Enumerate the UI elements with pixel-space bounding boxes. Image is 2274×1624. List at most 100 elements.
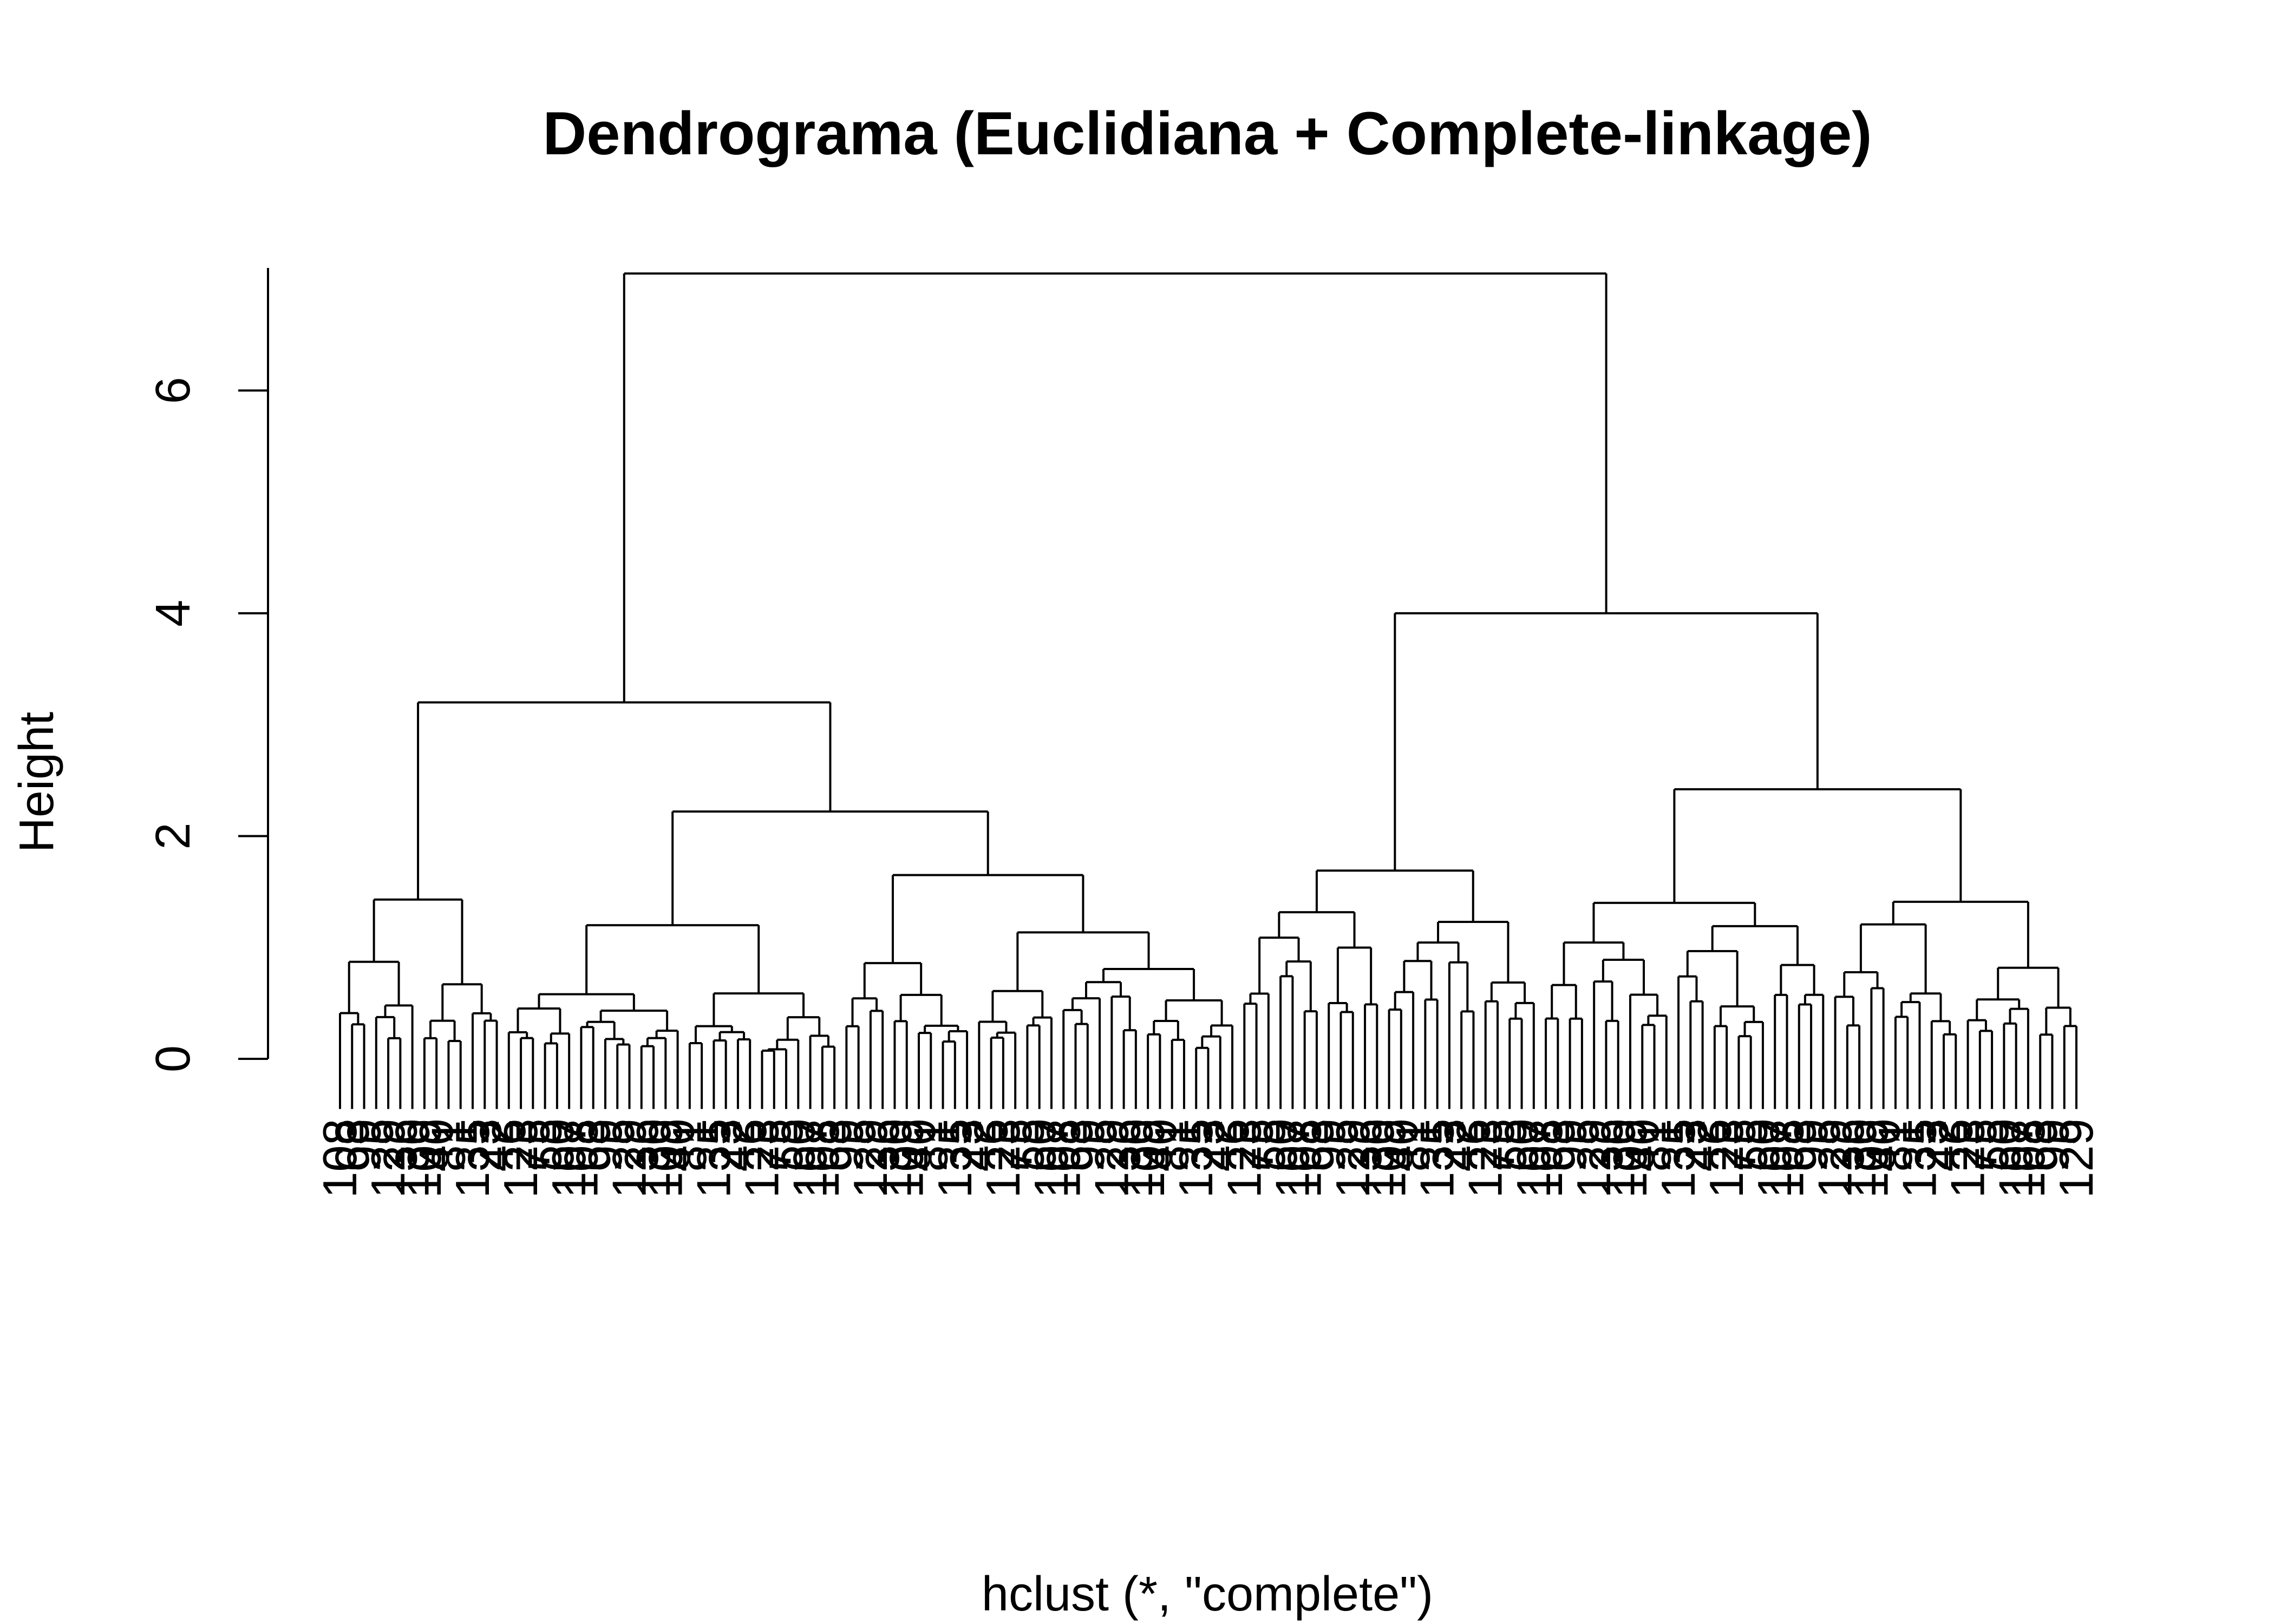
- leaf-label: 99: [1543, 1119, 1597, 1172]
- leaf-label: 108: [554, 1119, 607, 1199]
- leaf-label: 1: [916, 1119, 970, 1145]
- leaf-label: 63: [566, 1119, 620, 1172]
- leaf-label: 23: [1181, 1119, 1235, 1172]
- leaf-label: 42: [1193, 1119, 1247, 1172]
- leaf-label: 135: [687, 1119, 740, 1199]
- y-tick-label: 0: [146, 1045, 200, 1072]
- leaf-label: 81: [1628, 1119, 1681, 1172]
- leaf-label: 81: [663, 1119, 716, 1172]
- leaf-label: 42: [952, 1119, 1005, 1172]
- leaf-label: 81: [904, 1119, 957, 1172]
- leaf-label: 109: [880, 1119, 933, 1199]
- leaf-label: 108: [313, 1119, 367, 1199]
- leaf-label: 36: [1820, 1119, 1874, 1172]
- leaf-label: 5: [590, 1119, 644, 1145]
- leaf-label: 129: [1326, 1119, 1380, 1199]
- leaf-label: 6: [482, 1119, 535, 1145]
- leaf-label: 107: [1265, 1119, 1319, 1199]
- leaf-label: 1: [1398, 1119, 1452, 1145]
- leaf-label: 108: [1519, 1119, 1572, 1199]
- leaf-label: 108: [795, 1119, 849, 1199]
- leaf-label: 6: [964, 1119, 1018, 1145]
- leaf-label: 130: [626, 1119, 680, 1199]
- leaf-label: 130: [867, 1119, 921, 1199]
- leaf-label: 107: [1507, 1119, 1560, 1199]
- leaf-label: 123: [976, 1119, 1030, 1199]
- leaf-label: 135: [1651, 1119, 1705, 1199]
- leaf-label: 75: [988, 1119, 1042, 1172]
- leaf-label: 75: [1230, 1119, 1283, 1172]
- leaf-label: 5: [349, 1119, 403, 1145]
- y-tick-label: 6: [146, 377, 200, 404]
- leaf-label: 109: [1844, 1119, 1898, 1199]
- leaf-label: 75: [506, 1119, 559, 1172]
- leaf-label: 108: [1278, 1119, 1331, 1199]
- leaf-label: 130: [1832, 1119, 1886, 1199]
- leaf-label: 36: [615, 1119, 668, 1172]
- leaf-label: 5: [1073, 1119, 1126, 1145]
- leaf-label: 129: [2049, 1119, 2103, 1199]
- leaf-label: 123: [1700, 1119, 1753, 1199]
- leaf-label: 42: [1917, 1119, 1970, 1172]
- leaf-label: 23: [699, 1119, 753, 1172]
- leaf-label: 108: [2001, 1119, 2055, 1199]
- leaf-label: 36: [373, 1119, 427, 1172]
- leaf-label: 109: [1603, 1119, 1657, 1199]
- leaf-label: 135: [1169, 1119, 1223, 1199]
- leaf-label: 109: [1362, 1119, 1416, 1199]
- leaf-label: 129: [1084, 1119, 1138, 1199]
- leaf-label: 129: [603, 1119, 656, 1199]
- y-axis-label: Height: [10, 712, 64, 853]
- leaf-label: 6: [1446, 1119, 1500, 1145]
- leaf-label: 123: [1459, 1119, 1512, 1199]
- leaf-label: 63: [807, 1119, 861, 1172]
- leaf-label: 107: [783, 1119, 837, 1199]
- leaf-label: 36: [1338, 1119, 1391, 1172]
- leaf-label: 60: [1012, 1119, 1066, 1172]
- chart-title: Dendrograma (Euclidiana + Complete-linka…: [543, 100, 1872, 167]
- leaf-label: 123: [494, 1119, 547, 1199]
- dendrogram-leaves: 1086399512936130109408111352342612375556…: [313, 1119, 2103, 1199]
- leaf-label: 63: [1772, 1119, 1826, 1172]
- leaf-label: 107: [1989, 1119, 2043, 1199]
- leaf-label: 75: [1953, 1119, 2007, 1172]
- leaf-label: 129: [844, 1119, 897, 1199]
- leaf-label: 99: [578, 1119, 632, 1172]
- leaf-label: 23: [1905, 1119, 1958, 1172]
- leaf-label: 129: [1808, 1119, 1862, 1199]
- leaf-label: 75: [1711, 1119, 1765, 1172]
- leaf-label: 81: [1386, 1119, 1440, 1172]
- leaf-label: 60: [1495, 1119, 1548, 1172]
- leaf-label: 109: [638, 1119, 692, 1199]
- leaf-label: 60: [1253, 1119, 1307, 1172]
- leaf-label: 81: [1145, 1119, 1199, 1172]
- leaf-label: 99: [1061, 1119, 1114, 1172]
- leaf-label: 81: [1868, 1119, 1922, 1172]
- leaf-label: 99: [2025, 1119, 2079, 1172]
- x-axis-label: hclust (*, "complete"): [982, 1567, 1433, 1621]
- leaf-label: 63: [1290, 1119, 1343, 1172]
- leaf-label: 99: [337, 1119, 391, 1172]
- leaf-label: 81: [421, 1119, 475, 1172]
- leaf-label: 108: [1760, 1119, 1814, 1199]
- leaf-label: 42: [470, 1119, 524, 1172]
- leaf-label: 5: [1796, 1119, 1850, 1145]
- leaf-label: 40: [409, 1119, 463, 1172]
- leaf-label: 130: [1109, 1119, 1162, 1199]
- leaf-label: 42: [1676, 1119, 1729, 1172]
- leaf-label: 5: [2037, 1119, 2091, 1145]
- leaf-label: 99: [1302, 1119, 1355, 1172]
- y-tick-label: 2: [146, 822, 200, 849]
- leaf-label: 55: [1724, 1119, 1778, 1172]
- leaf-label: 40: [892, 1119, 945, 1172]
- leaf-label: 99: [1784, 1119, 1838, 1172]
- leaf-label: 55: [1965, 1119, 2018, 1172]
- leaf-label: 55: [518, 1119, 572, 1172]
- leaf-label: 107: [1748, 1119, 1801, 1199]
- leaf-label: 99: [819, 1119, 873, 1172]
- leaf-label: 130: [1350, 1119, 1403, 1199]
- leaf-label: 23: [1663, 1119, 1717, 1172]
- leaf-label: 60: [1977, 1119, 2030, 1172]
- leaf-label: 135: [928, 1119, 982, 1199]
